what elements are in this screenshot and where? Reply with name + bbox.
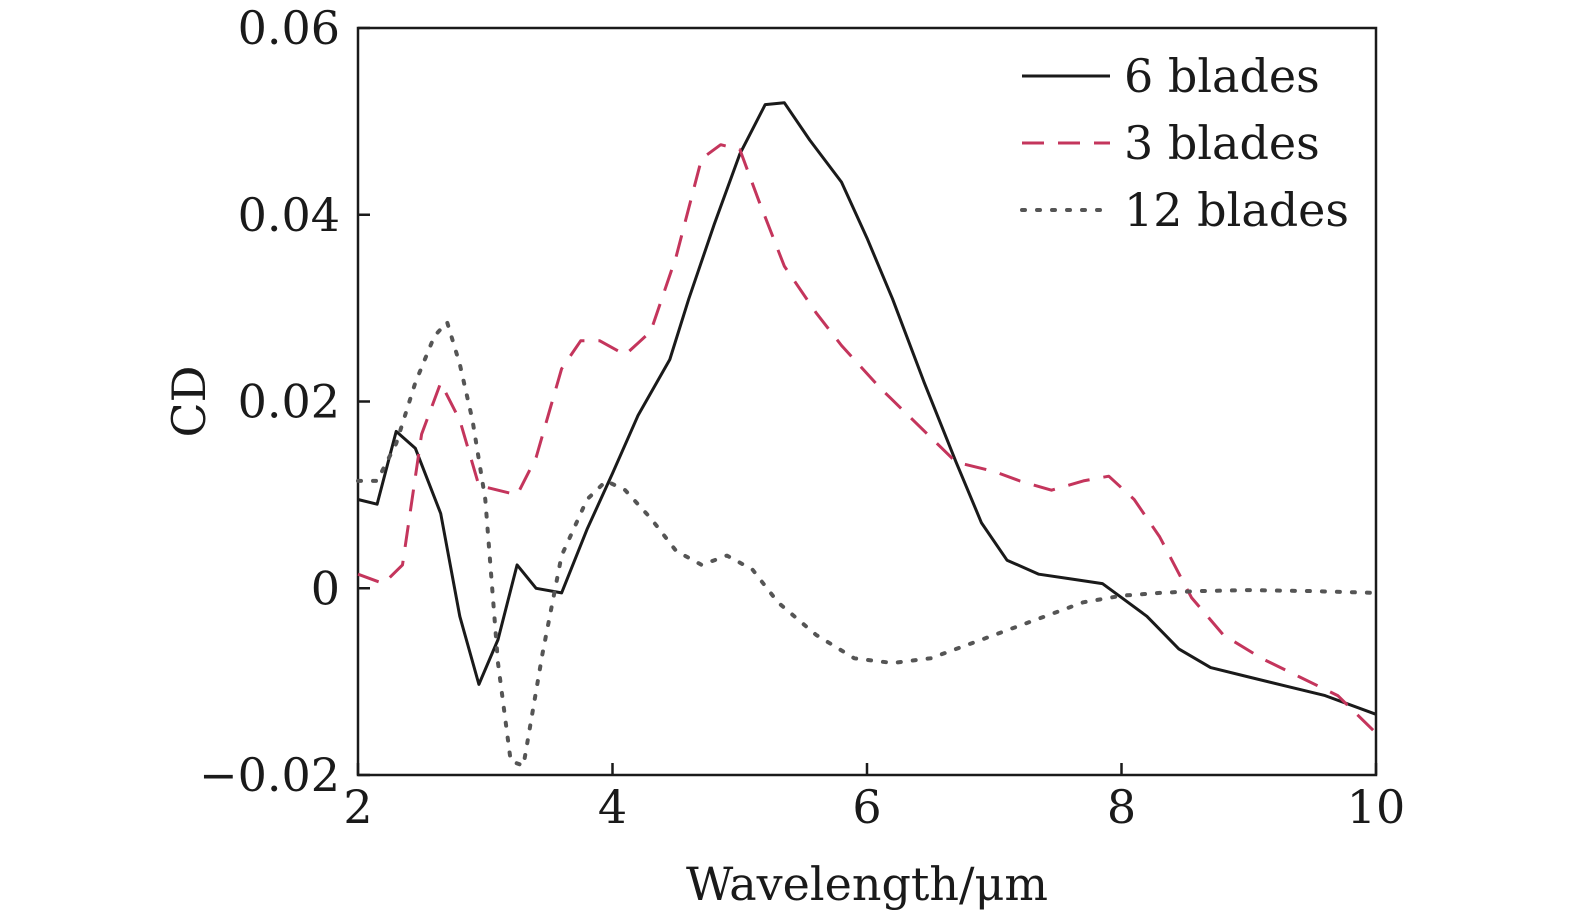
series-line-3-blades	[357, 143, 1378, 735]
x-axis-label: Wavelength/μm	[686, 857, 1048, 911]
x-tick-label: 6	[852, 780, 881, 834]
legend-label: 12 blades	[1124, 183, 1349, 237]
series-line-6-blades	[357, 101, 1377, 716]
x-tick-label: 4	[598, 780, 627, 834]
y-tick-label: 0	[311, 561, 340, 615]
y-tick-label: 0.06	[238, 1, 340, 55]
y-axis-label: CD	[162, 365, 216, 437]
legend-label: 3 blades	[1124, 116, 1320, 170]
y-tick-label: 0.04	[238, 188, 340, 242]
legend-label: 6 blades	[1124, 49, 1320, 103]
x-tick-label: 2	[343, 780, 372, 834]
series-line-12-blades	[356, 320, 1378, 768]
legend: 6 blades 3 blades 12 blades	[1020, 49, 1349, 237]
ticks-layer: 2 4 6 8 10 −0.02 0 0.02 0.04 0.06	[199, 1, 1405, 834]
y-tick-label: −0.02	[199, 748, 340, 802]
x-tick-label: 10	[1347, 780, 1406, 834]
x-tick-label: 8	[1107, 780, 1136, 834]
y-tick-label: 0.02	[238, 375, 340, 429]
series-layer	[356, 101, 1378, 768]
